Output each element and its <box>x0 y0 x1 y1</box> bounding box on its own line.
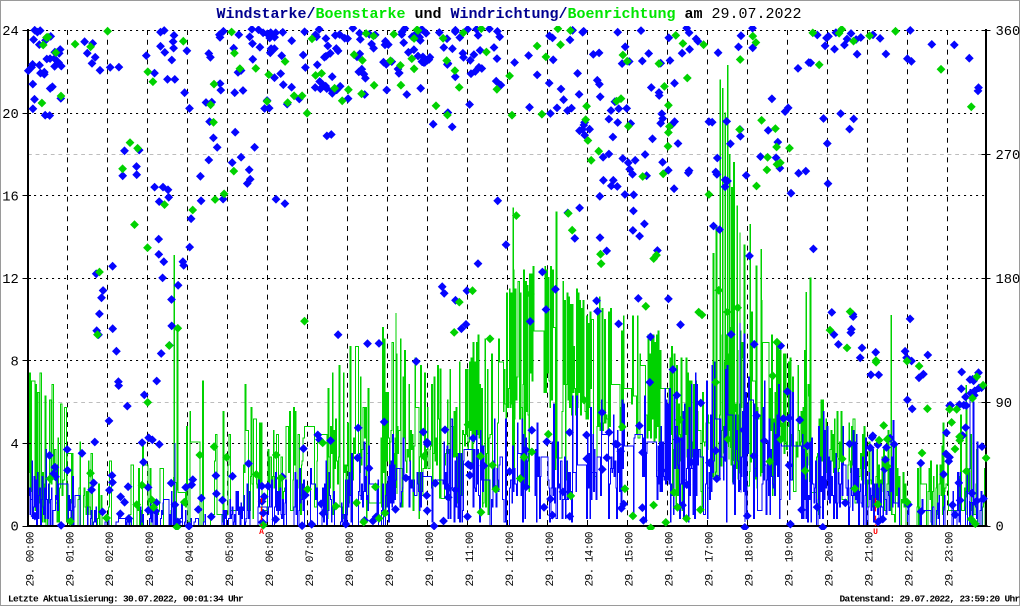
svg-text:90: 90 <box>996 397 1013 412</box>
svg-text:29. 17:00: 29. 17:00 <box>705 532 717 586</box>
svg-text:29. 21:00: 29. 21:00 <box>864 532 876 586</box>
svg-text:29. 12:00: 29. 12:00 <box>505 532 517 586</box>
svg-text:12: 12 <box>2 273 19 288</box>
svg-text:29. 02:00: 29. 02:00 <box>105 532 117 586</box>
svg-text:29. 07:00: 29. 07:00 <box>305 532 317 586</box>
svg-text:Letzte Aktualisierung: 30.07.2: Letzte Aktualisierung: 30.07.2022, 00:01… <box>8 594 244 605</box>
svg-text:360: 360 <box>996 25 1020 40</box>
svg-text:29. 20:00: 29. 20:00 <box>825 532 837 586</box>
svg-text:29. 09:00: 29. 09:00 <box>385 532 397 586</box>
svg-text:180: 180 <box>996 273 1020 288</box>
svg-text:29. 18:00: 29. 18:00 <box>745 532 757 586</box>
svg-text:20: 20 <box>2 108 19 123</box>
svg-text:Datenstand: 29.07.2022, 23:59:: Datenstand: 29.07.2022, 23:59:20 Uhr <box>840 594 1020 605</box>
svg-text:270: 270 <box>996 149 1020 164</box>
svg-text:4: 4 <box>11 438 19 453</box>
svg-text:A: A <box>259 528 264 537</box>
svg-text:29. 04:00: 29. 04:00 <box>185 532 197 586</box>
svg-text:29. 15:00: 29. 15:00 <box>625 532 637 586</box>
svg-text:29. 05:00: 29. 05:00 <box>225 532 237 586</box>
svg-text:29. 23:00: 29. 23:00 <box>944 532 956 586</box>
svg-text:29. 00:00: 29. 00:00 <box>25 532 37 586</box>
svg-text:29. 19:00: 29. 19:00 <box>785 532 797 586</box>
svg-text:0: 0 <box>11 521 19 536</box>
svg-text:29. 10:00: 29. 10:00 <box>425 532 437 586</box>
svg-text:29. 16:00: 29. 16:00 <box>665 532 677 586</box>
svg-text:16: 16 <box>2 190 19 205</box>
svg-text:0: 0 <box>996 521 1004 536</box>
svg-text:29. 22:00: 29. 22:00 <box>904 532 916 586</box>
svg-text:29. 08:00: 29. 08:00 <box>345 532 357 586</box>
svg-text:29. 13:00: 29. 13:00 <box>545 532 557 586</box>
svg-text:24: 24 <box>2 25 19 40</box>
svg-text:29. 14:00: 29. 14:00 <box>585 532 597 586</box>
svg-text:29. 11:00: 29. 11:00 <box>465 532 477 586</box>
svg-text:29. 06:00: 29. 06:00 <box>265 532 277 586</box>
svg-text:Windstarke/Boenstarke und Wind: Windstarke/Boenstarke und Windrichtung/B… <box>217 6 802 23</box>
svg-text:29. 03:00: 29. 03:00 <box>145 532 157 586</box>
svg-text:U: U <box>873 528 878 537</box>
svg-text:8: 8 <box>11 356 19 371</box>
svg-text:29. 01:00: 29. 01:00 <box>65 532 77 586</box>
